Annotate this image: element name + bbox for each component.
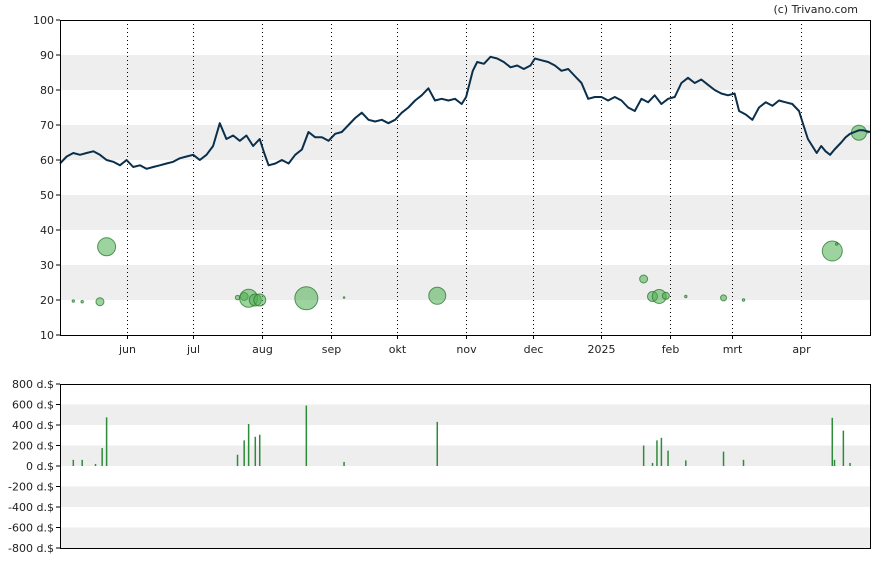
price-chart-month-gridlines: [127, 20, 802, 335]
volume-bar: [436, 421, 439, 466]
price-chart-y-ticks: 10 20 30 40 50 60 70 80 90 100: [33, 14, 60, 342]
price-y-tick-label: 10: [40, 329, 54, 342]
trade-bubble: [661, 291, 670, 300]
trade-bubble: [684, 294, 688, 299]
volume-bar: [842, 430, 845, 466]
price-y-tick-label: 40: [40, 224, 54, 237]
month-tick-label: 2025: [588, 343, 616, 356]
volume-y-tick-label: 600 d.$: [12, 399, 54, 412]
volume-chart-bars: [72, 405, 851, 466]
volume-chart-bands: [60, 404, 870, 548]
volume-bar: [305, 405, 308, 466]
trade-bubble: [234, 294, 241, 301]
price-chart-x-ticks: jun jul aug sep okt nov dec 2025 feb mrt apr: [118, 335, 811, 356]
trade-bubble: [294, 286, 319, 311]
volume-bar: [656, 440, 658, 466]
trade-bubble: [720, 294, 728, 302]
trade-bubble: [97, 237, 117, 257]
price-band: [60, 125, 870, 160]
volume-bar: [343, 461, 345, 466]
trade-bubble: [71, 299, 76, 303]
volume-y-tick-label: -800 d.$: [8, 542, 54, 555]
trade-bubble: [428, 286, 447, 305]
volume-bar: [258, 434, 261, 466]
trade-bubble: [342, 296, 346, 299]
price-band: [60, 265, 870, 300]
volume-bar: [685, 460, 687, 466]
volume-bar: [81, 459, 83, 466]
volume-band: [60, 404, 870, 425]
month-tick-label: feb: [662, 343, 680, 356]
volume-chart-y-ticks: 800 d.$ 600 d.$ 400 d.$ 200 d.$ 0 d.$ -200 d.…: [8, 378, 60, 555]
month-tick-label: sep: [322, 343, 341, 356]
price-series-line: [59, 55, 871, 170]
volume-bar: [247, 423, 250, 466]
price-y-tick-label: 30: [40, 259, 54, 272]
volume-y-tick-label: -600 d.$: [8, 522, 54, 535]
month-tick-label: mrt: [723, 343, 743, 356]
volume-chart-frame: [60, 384, 871, 549]
price-y-tick-label: 50: [40, 189, 54, 202]
price-band: [60, 195, 870, 230]
month-tick-label: apr: [792, 343, 811, 356]
volume-bar: [94, 463, 97, 466]
price-band: [60, 55, 870, 90]
price-chart-bands: [60, 55, 870, 300]
month-tick-label: jul: [186, 343, 200, 356]
volume-bar: [849, 462, 851, 466]
volume-band: [60, 445, 870, 466]
price-y-tick-label: 100: [33, 14, 54, 27]
volume-y-tick-label: 400 d.$: [12, 419, 54, 432]
month-tick-label: dec: [524, 343, 544, 356]
trade-bubble: [835, 242, 839, 246]
price-chart-frame: [60, 20, 871, 336]
volume-bar: [667, 450, 669, 466]
trade-bubble: [253, 293, 267, 307]
price-chart-line: [59, 55, 871, 170]
volume-bar: [642, 445, 645, 466]
price-y-tick-label: 70: [40, 119, 54, 132]
volume-bar: [254, 436, 257, 466]
volume-y-tick-label: 200 d.$: [12, 440, 54, 453]
price-y-tick-label: 90: [40, 49, 54, 62]
volume-y-tick-label: 800 d.$: [12, 378, 54, 391]
volume-bar: [651, 462, 654, 466]
month-tick-label: nov: [456, 343, 477, 356]
volume-bar: [243, 440, 245, 466]
trade-bubble: [95, 297, 105, 307]
price-chart-bubbles: [71, 124, 870, 311]
volume-bar: [101, 448, 103, 466]
month-tick-label: jun: [118, 343, 136, 356]
trade-bubble: [639, 274, 649, 284]
volume-y-tick-label: 0 d.$: [26, 460, 54, 473]
price-y-tick-label: 20: [40, 294, 54, 307]
price-y-tick-label: 60: [40, 154, 54, 167]
volume-bar: [660, 437, 663, 466]
volume-bar: [236, 454, 239, 466]
trade-bubble: [821, 240, 843, 262]
month-tick-label: aug: [252, 343, 273, 356]
volume-y-tick-label: -400 d.$: [8, 501, 54, 514]
trade-bubble: [741, 298, 746, 302]
month-tick-label: okt: [389, 343, 407, 356]
volume-bar: [72, 459, 75, 466]
volume-band: [60, 527, 870, 548]
price-y-tick-label: 80: [40, 84, 54, 97]
volume-bar: [833, 459, 836, 466]
trade-bubble: [80, 300, 84, 304]
volume-band: [60, 486, 870, 507]
volume-bar: [105, 417, 108, 466]
volume-y-tick-label: -200 d.$: [8, 481, 54, 494]
credit-text: (c) Trivano.com: [773, 3, 858, 16]
volume-bar: [831, 417, 834, 466]
volume-bar: [722, 451, 725, 466]
volume-bar: [742, 459, 745, 466]
